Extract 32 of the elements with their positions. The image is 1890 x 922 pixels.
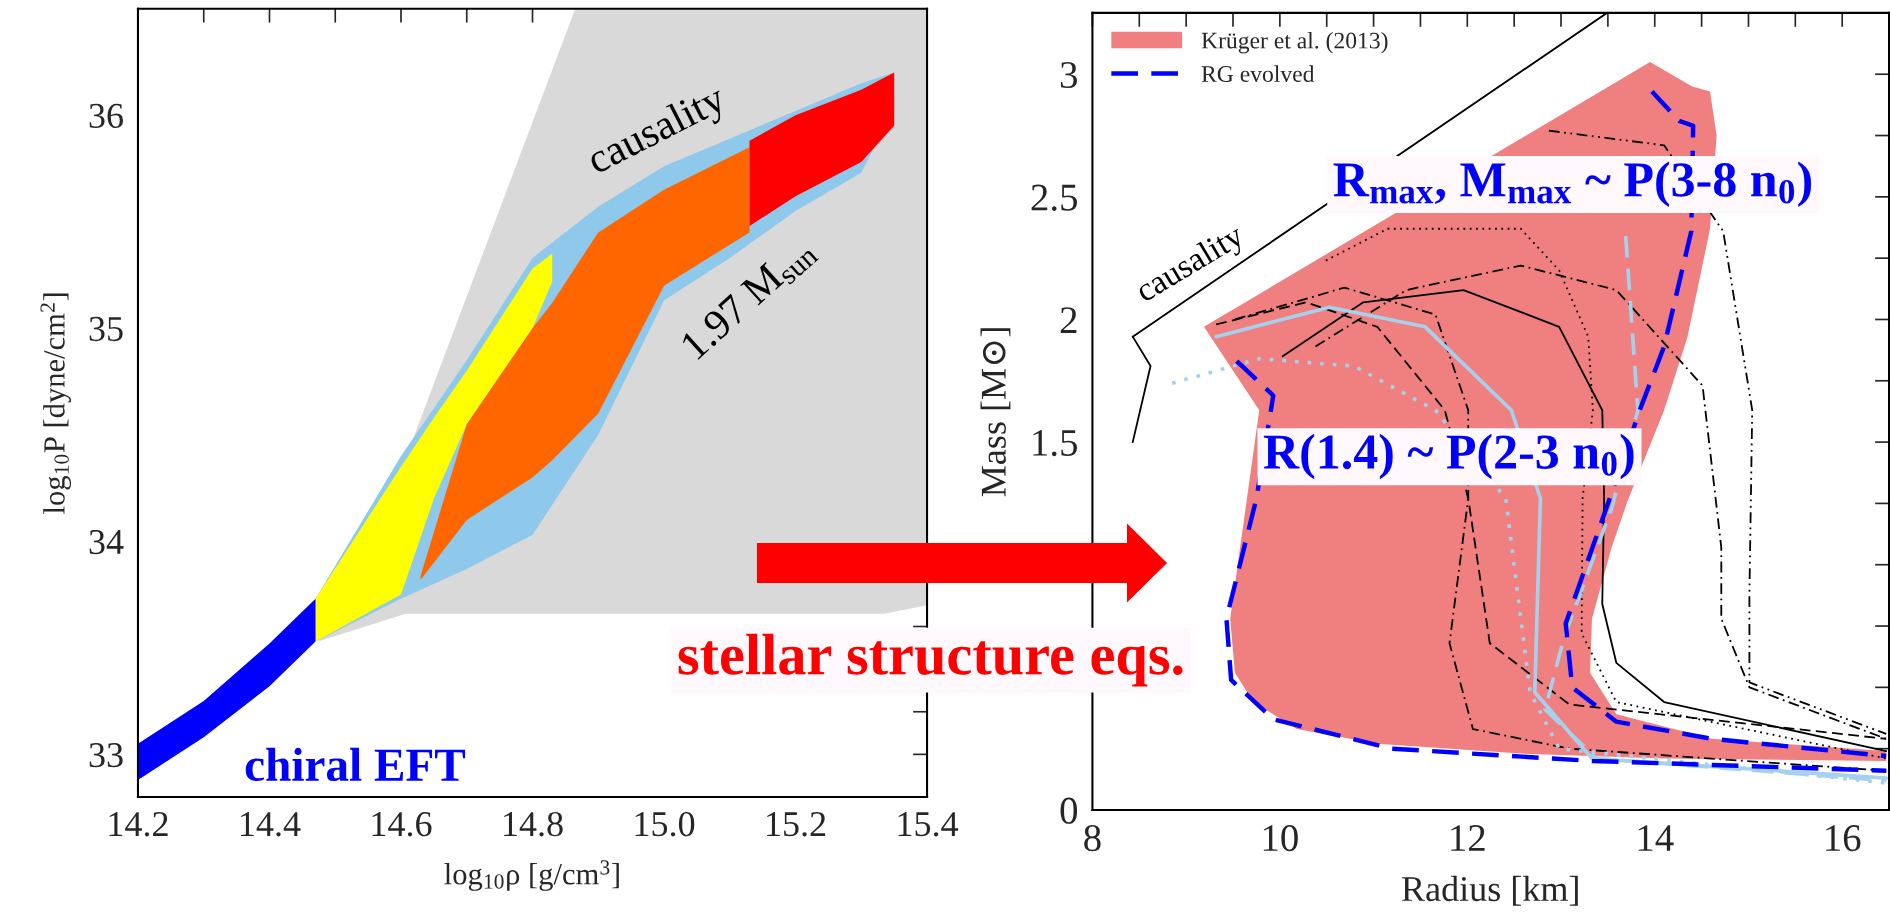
y-tick-label: 34 [89, 529, 124, 555]
y-tick-label: 33 [89, 742, 123, 768]
x-tick-label: 15.4 [898, 812, 959, 837]
annotation: 1.97 M$_{sun}$ [679, 234, 820, 365]
x-tick-label: 14.4 [241, 812, 301, 837]
x-tick-label: 14.2 [109, 812, 168, 837]
x-tick-label: 12 [1451, 825, 1485, 851]
x-tick-label: 16 [1826, 825, 1861, 852]
y-tick-label: 1.5 [1033, 429, 1078, 457]
x-tick-label: 8 [1084, 824, 1101, 852]
x-axis-title: Radius [km] [1402, 875, 1578, 906]
annotation: stellar structure eqs. [678, 633, 1183, 687]
x-tick-label: 15.0 [635, 811, 695, 837]
y-tick-label: 3 [1060, 61, 1078, 89]
annotation: R(1.4) ~ P(2-3 n$_{0}$) [1263, 433, 1634, 480]
y-tick-label: 0 [1060, 797, 1078, 824]
x-tick-label: 10 [1263, 824, 1298, 852]
x-tick-label: 14 [1638, 825, 1674, 851]
annotation: chiral EFT [245, 747, 466, 782]
y-tick-label: 2 [1060, 307, 1077, 333]
y-tick-label: 35 [89, 316, 123, 342]
x-tick-label: 15.2 [767, 812, 826, 837]
y-axis-title: Mass [M⊙] [980, 328, 1011, 497]
legend-label: RG evolved [1201, 65, 1315, 82]
x-tick-label: 14.8 [504, 811, 563, 837]
x-axis-title: log$_{10}$ρ [g/cm$^{3}$] [444, 860, 619, 891]
legend-label: Krüger et al. (2013) [1201, 31, 1388, 54]
y-tick-label: 36 [89, 103, 123, 129]
x-tick-label: 14.6 [372, 812, 432, 837]
y-axis-title: log$_{10}$P [dyne/cm$^{2}$] [40, 293, 72, 514]
annotation: R$_{max}$, M$_{max}$ ~ P(3-8 n$_{0}$) [1333, 161, 1812, 207]
y-tick-label: 2.5 [1031, 184, 1078, 211]
